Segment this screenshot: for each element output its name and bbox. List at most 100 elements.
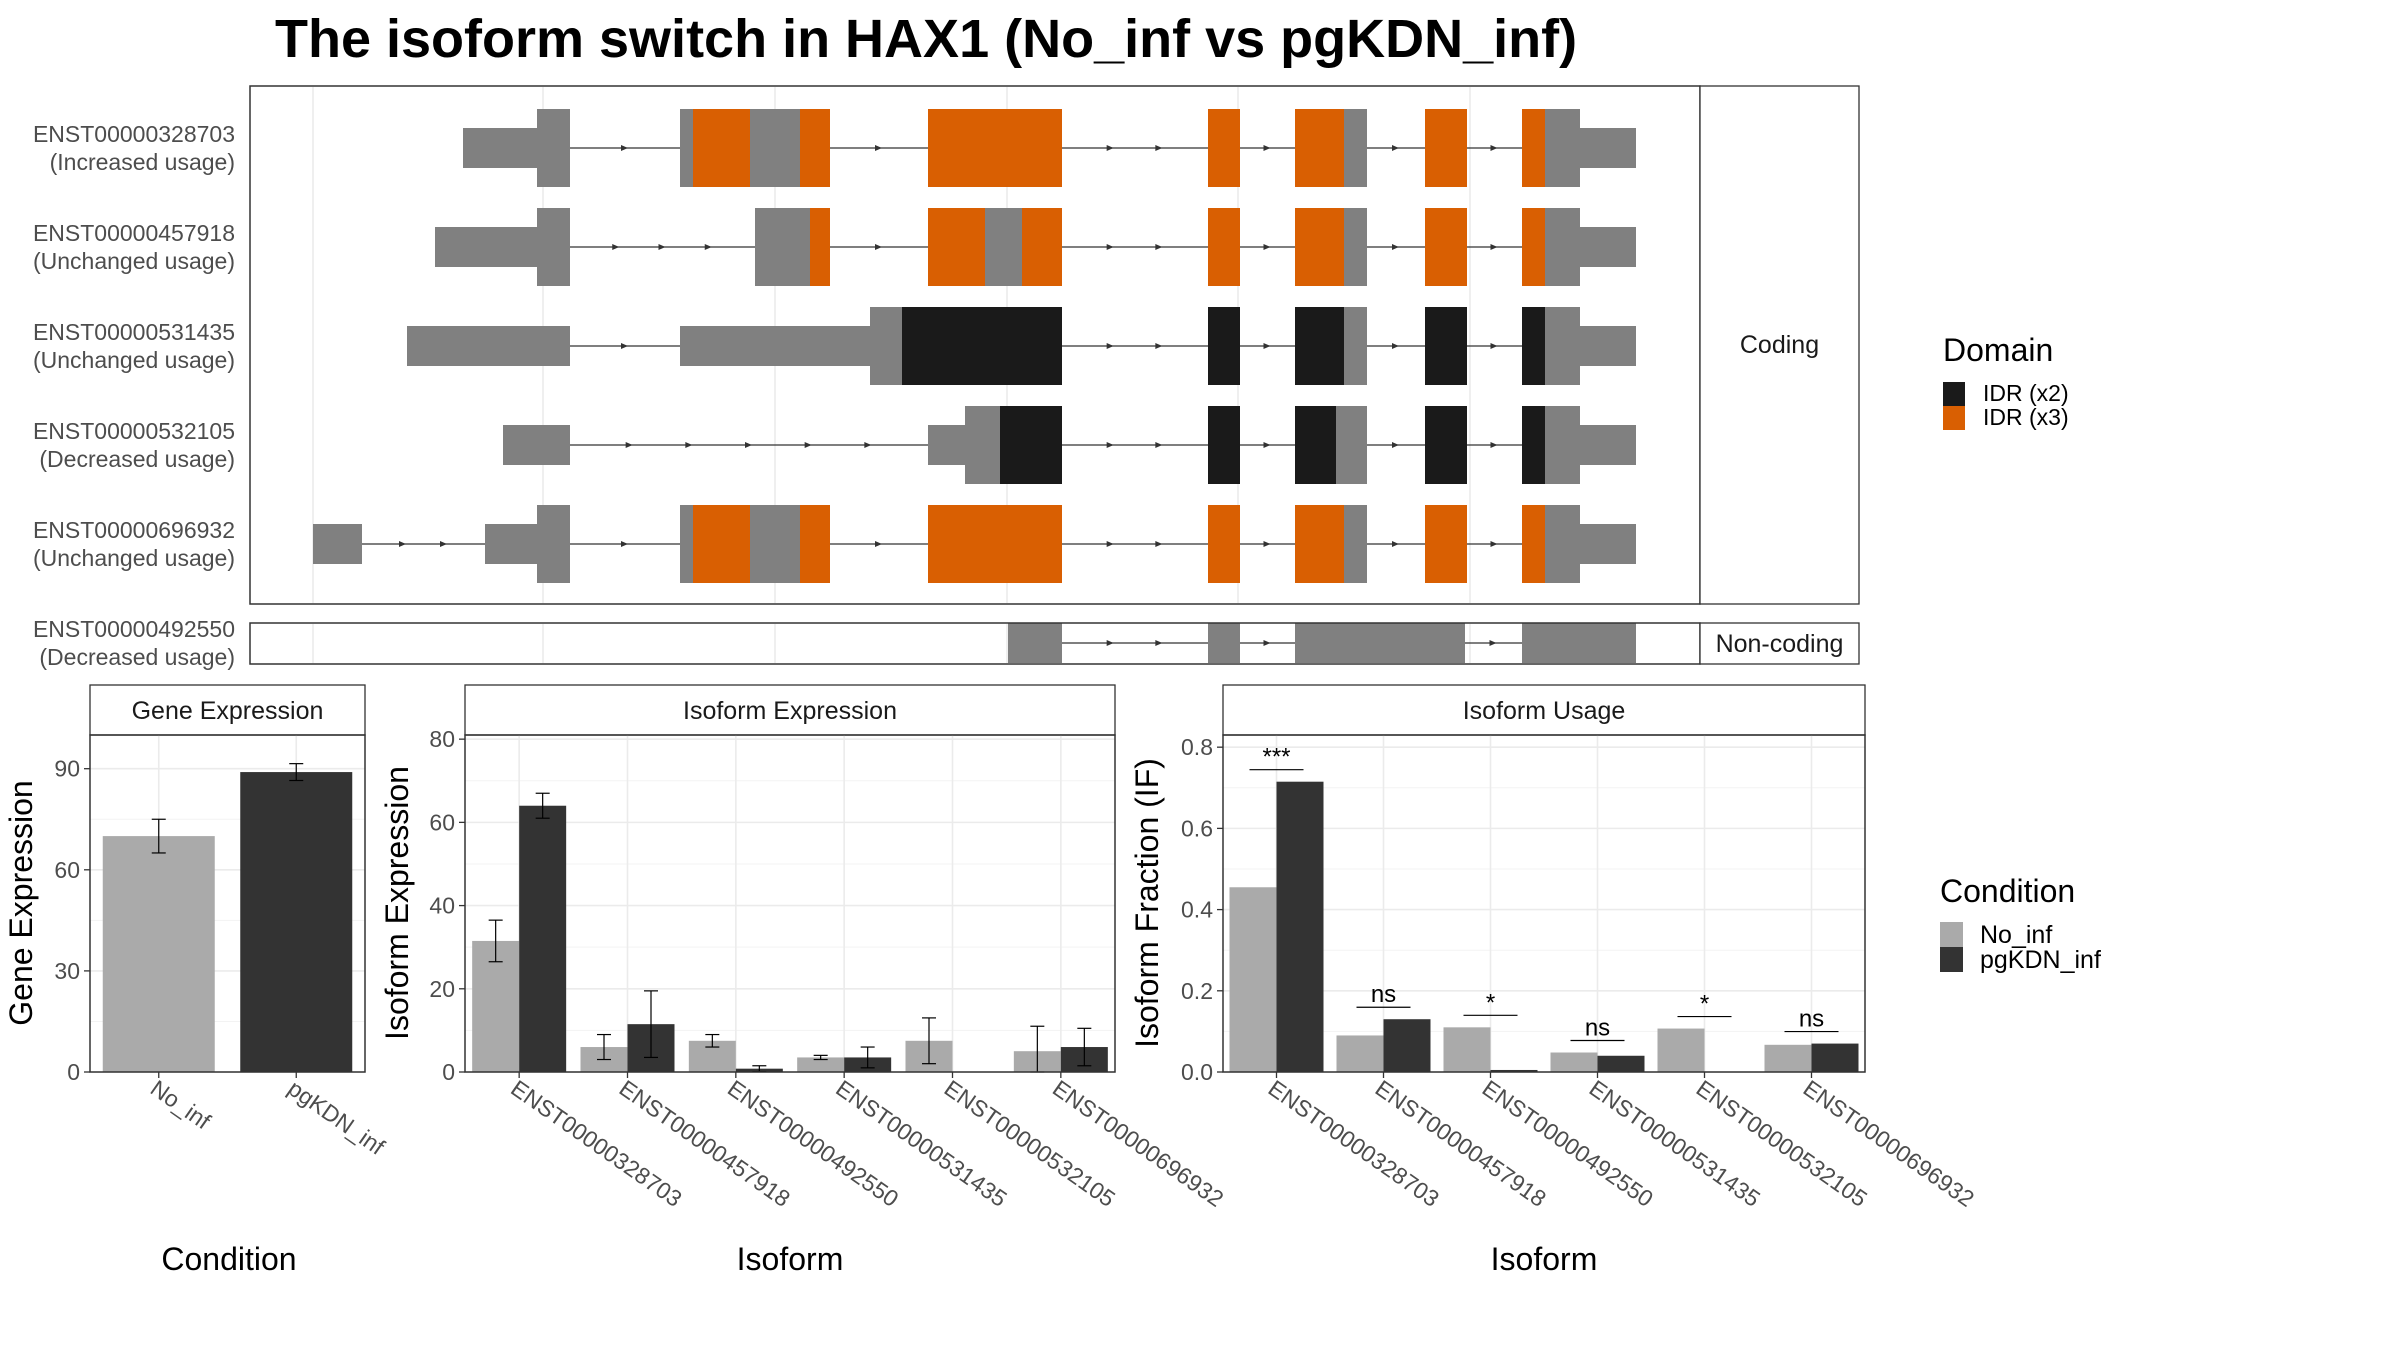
transcript-status-label: (Decreased usage) <box>39 446 235 472</box>
isoform-expression-frame <box>464 734 1116 1073</box>
exon-idr-x3 <box>693 505 750 583</box>
domain-legend-title: Domain <box>1943 332 2053 368</box>
gene-expression-frame <box>89 734 366 1073</box>
intron-arrow <box>1263 145 1271 151</box>
x-tick-label: ENST00000696932 <box>1799 1075 1979 1212</box>
exon-idr-x3 <box>800 109 830 187</box>
condition-legend-title: Condition <box>1940 873 2075 909</box>
exon-cds <box>1344 109 1367 187</box>
exon-cds <box>1008 623 1062 663</box>
intron-arrow <box>1392 343 1399 349</box>
intron-arrow <box>1155 145 1163 151</box>
condition-legend-label-no-inf: No_inf <box>1980 921 2052 949</box>
bar-No_inf <box>1764 1044 1812 1072</box>
exon-idr-x3 <box>693 109 750 187</box>
exon-cds <box>1545 307 1580 385</box>
y-tick-label: 0.0 <box>1181 1059 1213 1085</box>
y-tick-label: 0.8 <box>1181 734 1213 760</box>
intron-arrow <box>1490 244 1498 250</box>
isoform-expression-ylabel: Isoform Expression <box>379 766 415 1040</box>
intron-arrow <box>1106 640 1114 646</box>
intron-arrow <box>875 541 882 547</box>
transcript-status-label: (Increased usage) <box>50 149 235 175</box>
intron-arrow <box>1392 541 1399 547</box>
intron-arrow <box>1263 442 1271 448</box>
y-tick-label: 0.2 <box>1181 978 1213 1004</box>
intron-arrow <box>875 145 882 151</box>
transcript-status-label: (Unchanged usage) <box>33 545 235 571</box>
bar-pgKDN_inf <box>1490 1069 1538 1072</box>
bar-No_inf <box>1229 887 1277 1072</box>
exon-idr-x2 <box>1208 307 1240 385</box>
intron-arrow <box>804 442 812 448</box>
x-tick-label: ENST00000328703 <box>1264 1075 1444 1212</box>
exon-idr-x2 <box>1295 406 1336 484</box>
intron-arrow <box>612 244 620 250</box>
noncoding-strip <box>1699 622 1860 665</box>
intron-arrow <box>1489 640 1497 646</box>
exon-idr-x2 <box>1522 307 1545 385</box>
exon-utr <box>485 524 537 564</box>
intron-arrow <box>1392 145 1399 151</box>
exon-idr-x3 <box>928 109 1062 187</box>
bar-pgKDN_inf <box>1383 1019 1431 1072</box>
transcript-id-label: ENST00000492550 <box>33 616 235 642</box>
significance-label: ns <box>1371 981 1396 1008</box>
isoform-expression-xlabel: Isoform <box>737 1241 844 1277</box>
exon-idr-x3 <box>800 505 830 583</box>
transcript-status-label: (Unchanged usage) <box>33 248 235 274</box>
intron-arrow <box>1106 145 1114 151</box>
exon-idr-x3 <box>1295 109 1344 187</box>
intron-arrow <box>1155 442 1163 448</box>
y-tick-label: 0 <box>442 1059 455 1085</box>
intron-arrow <box>440 541 447 547</box>
intron-arrow <box>1490 442 1498 448</box>
bar-No_inf <box>472 940 520 1072</box>
exon-cds <box>1545 406 1580 484</box>
condition-legend-swatch-no-inf <box>1940 922 1963 947</box>
x-tick-label: No_inf <box>146 1075 216 1135</box>
noncoding-strip-label: Non-coding <box>1716 630 1844 658</box>
exon-cds <box>750 109 800 187</box>
intron-arrow <box>1392 442 1399 448</box>
bar-pgKDN_inf <box>1811 1043 1859 1072</box>
exon-utr <box>407 326 570 366</box>
structure-exons <box>313 109 1636 663</box>
domain-legend-swatch-idr-x2 <box>1943 382 1965 406</box>
exon-idr-x3 <box>1208 208 1240 286</box>
coding-strip <box>1699 85 1860 605</box>
exon-idr-x2 <box>1000 406 1062 484</box>
y-tick-label: 30 <box>54 958 80 984</box>
bar-No_inf <box>1336 1035 1384 1072</box>
figure-title: The isoform switch in HAX1 (No_inf vs pg… <box>275 9 1577 69</box>
gene-expression-xlabel: Condition <box>161 1241 296 1277</box>
exon-utr <box>1580 227 1636 267</box>
intron-arrow <box>745 442 752 448</box>
exon-idr-x3 <box>1208 109 1240 187</box>
y-tick-label: 60 <box>429 809 455 835</box>
intron-arrow <box>1263 541 1271 547</box>
exon-idr-x3 <box>1522 505 1545 583</box>
transcript-structure-panel: ENST00000328703(Increased usage) ENST0000… <box>33 85 1860 670</box>
y-tick-label: 90 <box>54 756 80 782</box>
transcript-status-label: (Unchanged usage) <box>33 347 235 373</box>
exon-utr <box>1580 326 1636 366</box>
exon-utr <box>928 425 965 465</box>
exon-cds <box>537 208 570 286</box>
intron-arrow <box>1263 640 1271 646</box>
intron-arrow <box>1155 343 1163 349</box>
exon-utr <box>1580 128 1636 168</box>
intron-arrow <box>704 244 712 250</box>
intron-arrow <box>875 244 882 250</box>
exon-idr-x3 <box>1425 208 1467 286</box>
bar-No_inf <box>1657 1028 1705 1072</box>
exon-cds <box>1336 406 1367 484</box>
exon-utr <box>1580 425 1636 465</box>
x-tick-label: ENST00000696932 <box>1048 1075 1228 1212</box>
exon-cds <box>1344 208 1367 286</box>
isoform-usage-strip <box>1222 684 1866 736</box>
exon-cds <box>750 505 800 583</box>
intron-arrow <box>1106 244 1114 250</box>
bar-pgKDN_inf <box>1597 1055 1645 1072</box>
exon-cds <box>1545 505 1580 583</box>
